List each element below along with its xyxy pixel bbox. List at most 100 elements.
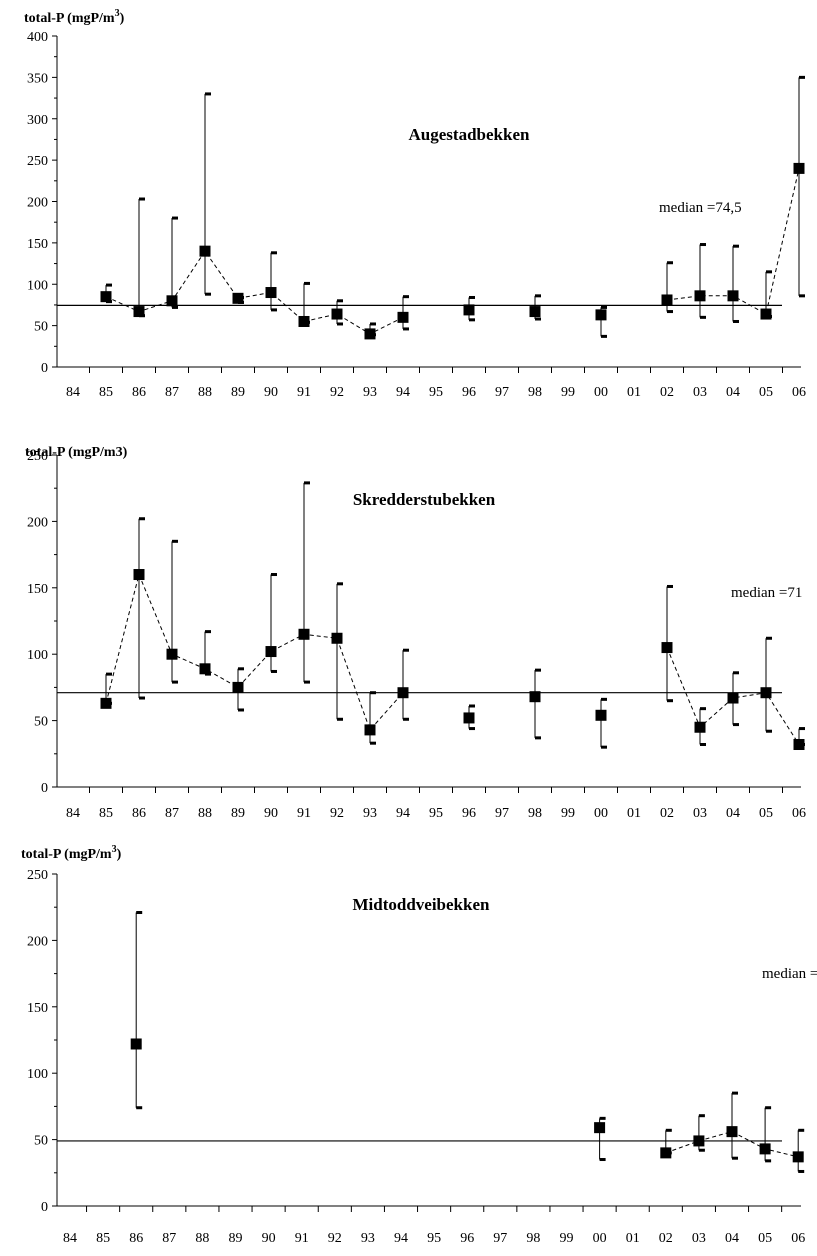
max-cap bbox=[238, 667, 244, 671]
chart-title: Skredderstubekken bbox=[353, 490, 496, 509]
max-cap bbox=[403, 648, 409, 652]
max-cap bbox=[172, 216, 178, 220]
median-label: median =71 bbox=[731, 585, 802, 601]
x-tick-label: 98 bbox=[528, 806, 542, 821]
max-cap bbox=[304, 281, 310, 285]
x-tick-label: 84 bbox=[66, 806, 80, 821]
max-cap bbox=[139, 517, 145, 521]
y-tick-label: 350 bbox=[27, 71, 48, 86]
median-point bbox=[298, 315, 310, 327]
min-cap bbox=[136, 1106, 143, 1110]
max-cap bbox=[106, 672, 112, 676]
series-line bbox=[105, 572, 404, 731]
x-tick-label: 87 bbox=[165, 806, 179, 821]
x-tick-label: 86 bbox=[132, 385, 146, 400]
max-cap bbox=[469, 295, 475, 299]
median-point bbox=[760, 687, 772, 699]
max-cap bbox=[667, 584, 673, 588]
max-cap bbox=[599, 1116, 606, 1120]
min-cap bbox=[733, 723, 739, 727]
y-axis-label-sup: 3 bbox=[112, 844, 117, 855]
x-tick-label: 92 bbox=[330, 385, 344, 400]
max-cap bbox=[337, 299, 343, 303]
x-tick-label: 06 bbox=[792, 806, 806, 821]
min-cap bbox=[766, 729, 772, 733]
y-tick-label: 200 bbox=[27, 934, 48, 949]
series-line bbox=[666, 647, 800, 745]
x-tick-label: 97 bbox=[495, 385, 509, 400]
x-tick-label: 87 bbox=[162, 1231, 176, 1246]
x-tick-label: 84 bbox=[66, 385, 80, 400]
max-cap bbox=[667, 261, 673, 265]
y-tick-label: 250 bbox=[27, 449, 48, 464]
median-point bbox=[727, 692, 739, 704]
max-cap bbox=[665, 1128, 672, 1132]
max-cap bbox=[733, 671, 739, 675]
median-point bbox=[727, 290, 739, 302]
chart-title: Augestadbekken bbox=[409, 125, 530, 144]
min-cap bbox=[370, 741, 376, 745]
max-cap bbox=[732, 1091, 738, 1095]
min-cap bbox=[337, 717, 343, 721]
max-cap bbox=[205, 630, 211, 634]
min-cap bbox=[238, 708, 244, 712]
median-point bbox=[594, 1122, 606, 1134]
x-tick-label: 93 bbox=[363, 385, 377, 400]
min-cap bbox=[172, 305, 178, 309]
min-cap bbox=[469, 727, 475, 731]
x-tick-label: 88 bbox=[198, 806, 212, 821]
median-point bbox=[661, 294, 673, 306]
median-label: median =74,5 bbox=[659, 200, 742, 216]
min-cap bbox=[732, 1156, 738, 1160]
x-tick-label: 89 bbox=[231, 385, 245, 400]
median-point bbox=[199, 663, 211, 675]
x-tick-label: 96 bbox=[462, 385, 476, 400]
x-tick-label: 96 bbox=[462, 806, 476, 821]
x-tick-label: 93 bbox=[361, 1231, 375, 1246]
median-point bbox=[529, 691, 541, 703]
max-cap bbox=[700, 707, 706, 711]
x-tick-label: 04 bbox=[726, 385, 740, 400]
y-tick-label: 50 bbox=[34, 715, 48, 730]
max-cap bbox=[733, 244, 739, 248]
y-tick-label: 0 bbox=[41, 361, 48, 376]
median-point bbox=[130, 1038, 142, 1050]
x-tick-label: 93 bbox=[363, 806, 377, 821]
y-tick-label: 150 bbox=[27, 237, 48, 252]
x-tick-label: 95 bbox=[429, 385, 443, 400]
x-tick-label: 98 bbox=[526, 1231, 540, 1246]
max-cap bbox=[601, 305, 607, 309]
x-tick-label: 95 bbox=[429, 806, 443, 821]
min-cap bbox=[667, 310, 673, 314]
median-point bbox=[792, 1151, 804, 1163]
median-point bbox=[661, 642, 673, 654]
x-tick-label: 95 bbox=[427, 1231, 441, 1246]
min-cap bbox=[271, 308, 277, 312]
min-cap bbox=[535, 317, 541, 321]
median-point bbox=[100, 291, 112, 303]
x-tick-label: 05 bbox=[759, 385, 773, 400]
median-point bbox=[298, 628, 310, 640]
max-cap bbox=[205, 92, 211, 96]
max-cap bbox=[271, 573, 277, 577]
max-cap bbox=[172, 539, 178, 543]
x-tick-label: 91 bbox=[297, 385, 311, 400]
x-tick-label: 01 bbox=[627, 806, 641, 821]
max-cap bbox=[139, 197, 145, 201]
y-axis-label: total-P (mgP/m3) bbox=[21, 844, 122, 862]
median-point bbox=[265, 287, 277, 299]
median-point bbox=[364, 328, 376, 340]
min-cap bbox=[698, 1148, 705, 1152]
median-point bbox=[759, 1143, 771, 1155]
min-cap bbox=[403, 327, 409, 331]
min-cap bbox=[601, 745, 607, 749]
min-cap bbox=[700, 315, 706, 319]
x-tick-label: 02 bbox=[659, 1231, 673, 1246]
median-point bbox=[100, 697, 112, 709]
x-tick-label: 94 bbox=[396, 385, 410, 400]
median-point bbox=[232, 292, 244, 304]
y-tick-label: 50 bbox=[34, 320, 48, 335]
y-axis-label-main: total-P (mgP/m bbox=[21, 847, 112, 862]
